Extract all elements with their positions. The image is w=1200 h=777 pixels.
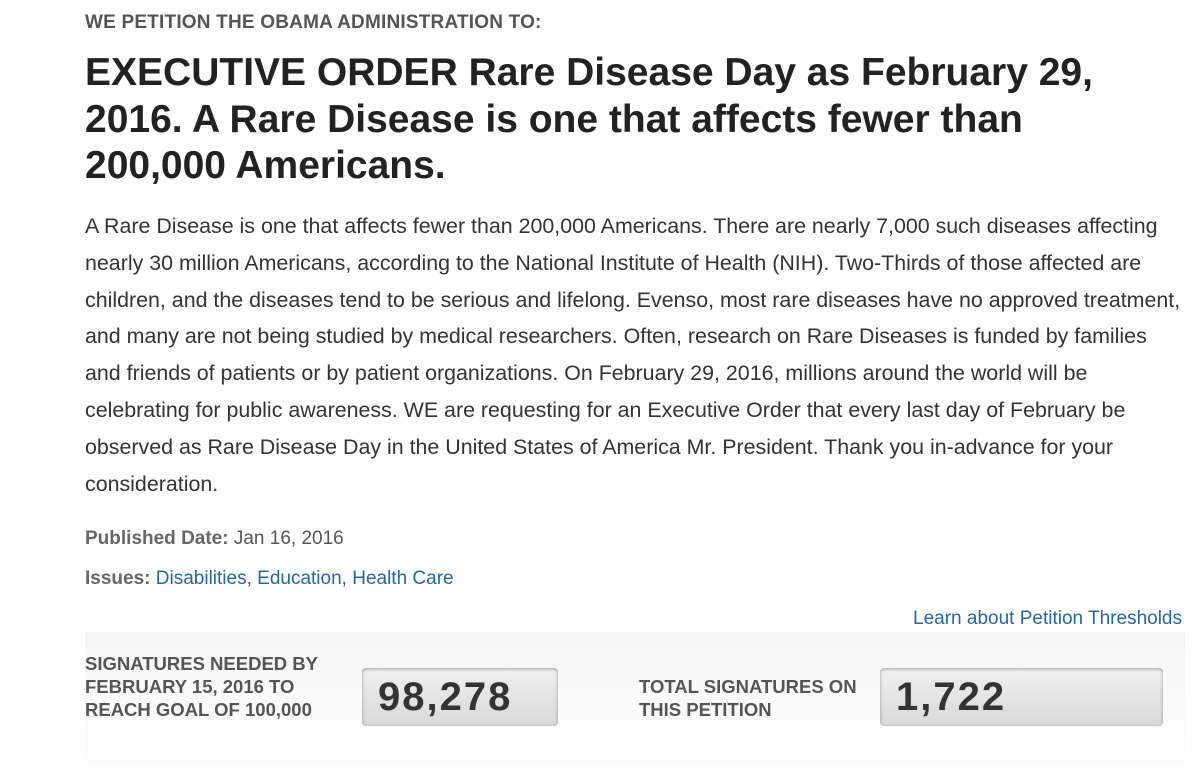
issue-link[interactable]: Health Care bbox=[352, 568, 454, 589]
issues: Issues: Disabilities, Education, Health … bbox=[85, 568, 454, 590]
issue-link[interactable]: Education bbox=[257, 568, 342, 589]
published-label: Published Date: bbox=[85, 528, 229, 549]
petition-body: A Rare Disease is one that affects fewer… bbox=[85, 214, 1181, 496]
petition-title: EXECUTIVE ORDER Rare Disease Day as Febr… bbox=[85, 51, 1093, 187]
needed-count: 98,278 bbox=[362, 668, 558, 726]
thresholds-link[interactable]: Learn about Petition Thresholds bbox=[913, 608, 1182, 629]
issue-link[interactable]: Disabilities bbox=[155, 568, 247, 589]
issue-separator: , bbox=[246, 568, 252, 589]
issues-label: Issues: bbox=[85, 568, 151, 589]
total-count: 1,722 bbox=[880, 668, 1163, 726]
kicker: WE PETITION THE OBAMA ADMINISTRATION TO: bbox=[85, 12, 542, 33]
needed-label: SIGNATURES NEEDED BY FEBRUARY 15, 2016 T… bbox=[85, 653, 318, 720]
published-date: Jan 16, 2016 bbox=[233, 528, 344, 549]
published: Published Date: Jan 16, 2016 bbox=[85, 528, 344, 550]
issue-separator: , bbox=[341, 568, 347, 589]
total-label: TOTAL SIGNATURES ON THIS PETITION bbox=[639, 676, 857, 720]
signature-panel: SIGNATURES NEEDED BY FEBRUARY 15, 2016 T… bbox=[85, 632, 1185, 765]
